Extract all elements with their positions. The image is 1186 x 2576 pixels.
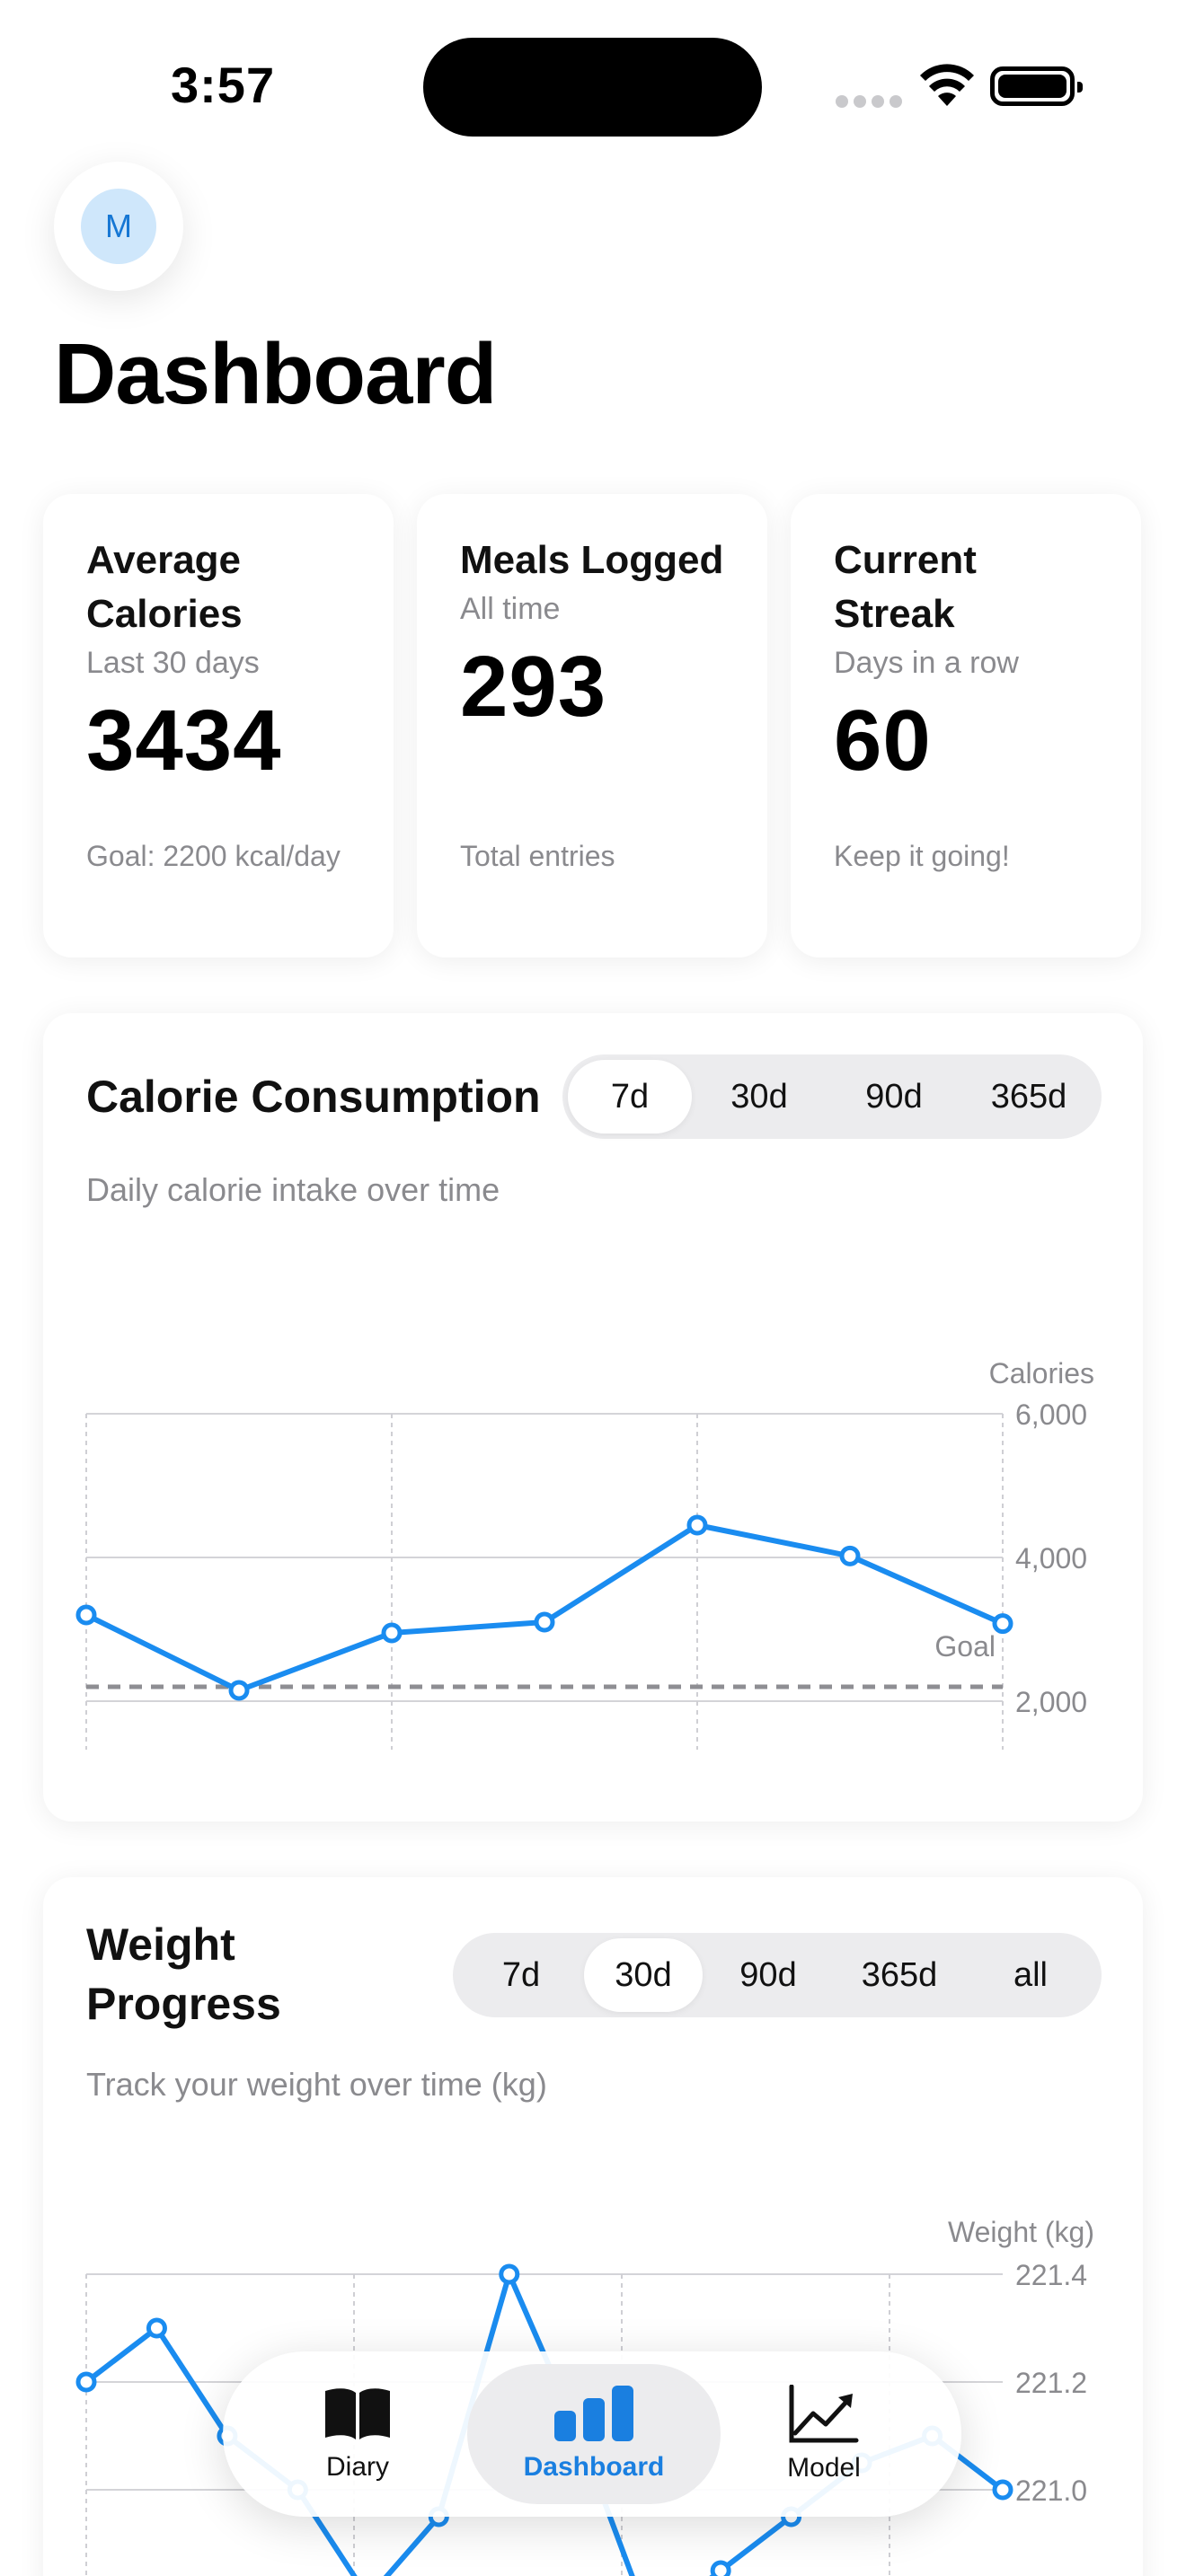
tab-diary[interactable]: Diary bbox=[282, 2364, 433, 2504]
range-option-365d[interactable]: 365d bbox=[861, 1955, 938, 1994]
tab-dashboard[interactable]: Dashboard bbox=[467, 2364, 721, 2504]
trend-chart-icon bbox=[789, 2385, 859, 2443]
status-time: 3:57 bbox=[171, 57, 276, 113]
data-point bbox=[686, 1514, 708, 1536]
range-option-90d[interactable]: 90d bbox=[739, 1955, 797, 1994]
y-tick-label: 221.4 bbox=[1015, 2259, 1087, 2291]
range-option-all[interactable]: all bbox=[1013, 1955, 1049, 1994]
profile-button[interactable]: M bbox=[54, 162, 183, 291]
stat-title: Current Streak bbox=[834, 538, 977, 636]
dynamic-island bbox=[423, 38, 762, 137]
data-point bbox=[75, 2371, 97, 2393]
data-point bbox=[499, 2263, 520, 2285]
range-option-7d[interactable]: 7d bbox=[568, 1060, 692, 1134]
y-tick-label: 2,000 bbox=[1015, 1686, 1087, 1718]
card-title: Weight Progress bbox=[86, 1919, 281, 2029]
tab-bar: Diary Dashboard Model bbox=[223, 2351, 961, 2517]
calorie-series-line bbox=[84, 1522, 1005, 1693]
y-tick-label: 221.2 bbox=[1015, 2367, 1087, 2399]
data-point bbox=[228, 1680, 250, 1701]
tab-label: Model bbox=[787, 2453, 861, 2483]
y-axis-label: Weight (kg) bbox=[948, 2216, 1094, 2248]
wifi-icon bbox=[920, 64, 974, 106]
tab-label: Dashboard bbox=[523, 2452, 665, 2482]
data-point bbox=[534, 1611, 555, 1633]
stat-subtitle: Last 30 days bbox=[86, 646, 260, 680]
stat-value: 293 bbox=[460, 639, 607, 735]
weight-range-selector[interactable]: 7d 30d 90d 365d all bbox=[453, 1933, 1102, 2017]
calorie-consumption-card: Calorie Consumption 7d 30d 90d 365d Dail… bbox=[43, 1013, 1143, 1822]
page-title: Dashboard bbox=[54, 326, 497, 422]
y-tick-label: 4,000 bbox=[1015, 1542, 1087, 1575]
data-point bbox=[992, 1613, 1013, 1635]
cellular-signal-icon bbox=[836, 95, 902, 108]
y-tick-label: 221.0 bbox=[1015, 2475, 1087, 2507]
range-option-30d[interactable]: 30d bbox=[730, 1077, 788, 1116]
stat-footer: Total entries bbox=[460, 840, 615, 872]
data-point bbox=[381, 1622, 403, 1644]
range-option-30d[interactable]: 30d bbox=[584, 1938, 703, 2012]
card-subtitle: Daily calorie intake over time bbox=[86, 1171, 500, 1208]
data-point bbox=[75, 1604, 97, 1626]
range-option-7d[interactable]: 7d bbox=[501, 1955, 541, 1994]
stat-title: Average Calories bbox=[86, 538, 243, 636]
battery-icon bbox=[990, 66, 1083, 106]
data-point bbox=[710, 2560, 731, 2576]
stat-value: 60 bbox=[834, 693, 932, 789]
goal-label: Goal bbox=[934, 1630, 996, 1663]
y-axis-label: Calories bbox=[989, 1357, 1094, 1389]
data-point bbox=[992, 2479, 1013, 2501]
stat-card-current-streak: Current Streak Days in a row 60 Keep it … bbox=[791, 494, 1141, 957]
data-point bbox=[839, 1545, 861, 1566]
tab-label: Diary bbox=[325, 2452, 389, 2482]
stat-subtitle: Days in a row bbox=[834, 646, 1019, 680]
tab-model[interactable]: Model bbox=[748, 2364, 900, 2504]
range-option-365d[interactable]: 365d bbox=[990, 1077, 1067, 1116]
calorie-range-selector[interactable]: 7d 30d 90d 365d bbox=[562, 1054, 1102, 1139]
data-point bbox=[146, 2317, 167, 2339]
stat-card-average-calories: Average Calories Last 30 days 3434 Goal:… bbox=[43, 494, 394, 957]
stat-footer: Goal: 2200 kcal/day bbox=[86, 840, 341, 872]
stat-subtitle: All time bbox=[460, 592, 561, 626]
card-subtitle: Track your weight over time (kg) bbox=[86, 2066, 547, 2103]
avatar: M bbox=[81, 189, 156, 264]
stat-title: Meals Logged bbox=[460, 538, 724, 582]
bar-chart-icon bbox=[554, 2386, 633, 2441]
status-icons bbox=[836, 61, 1083, 111]
stat-value: 3434 bbox=[86, 693, 282, 789]
book-icon bbox=[325, 2388, 390, 2439]
range-option-90d[interactable]: 90d bbox=[865, 1077, 923, 1116]
stat-footer: Keep it going! bbox=[834, 840, 1010, 872]
y-tick-label: 6,000 bbox=[1015, 1398, 1087, 1431]
stat-card-meals-logged: Meals Logged All time 293 Total entries bbox=[417, 494, 767, 957]
card-title: Calorie Consumption bbox=[86, 1072, 541, 1122]
